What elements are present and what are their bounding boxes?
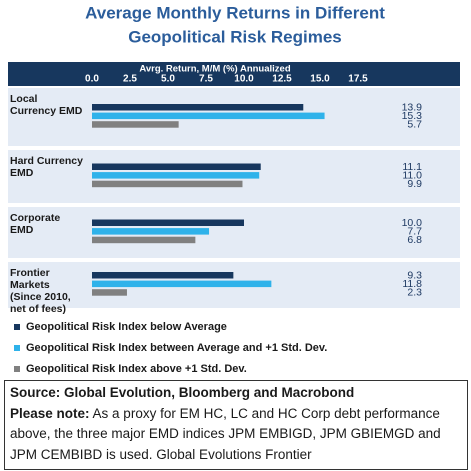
chart: Average Monthly Returns in Different Geo…: [8, 3, 460, 375]
axis-band: [8, 62, 460, 86]
bar: [92, 163, 261, 170]
value-label: 5.7: [407, 118, 422, 130]
value-label: 13.9: [402, 101, 423, 113]
x-tick-label: 7.5: [199, 74, 213, 85]
value-label: 2.3: [407, 286, 422, 298]
bar: [92, 289, 127, 296]
legend-label: Geopolitical Risk Index above +1 Std. De…: [26, 363, 247, 375]
chart-title-line: Geopolitical Risk Regimes: [128, 27, 342, 46]
value-label: 11.8: [402, 278, 422, 290]
legend-label: Geopolitical Risk Index below Average: [26, 321, 227, 333]
value-label: 10.0: [402, 217, 423, 229]
category-label: Corporate EMD: [10, 212, 61, 236]
value-label: 11.1: [402, 161, 422, 173]
value-label: 15.3: [402, 110, 423, 122]
category-label: Hard Currency EMD: [10, 155, 83, 179]
x-tick-label: 5.0: [161, 74, 175, 85]
bar: [92, 104, 304, 111]
value-label: 11.0: [402, 169, 422, 181]
source: Source: Global Evolution, Bloomberg and …: [10, 385, 355, 400]
bar: [92, 236, 196, 244]
value-label: 9.9: [407, 178, 422, 190]
x-tick-label: 2.5: [123, 74, 137, 85]
category-label: Local Currency EMD: [10, 93, 83, 117]
bar: [92, 219, 244, 226]
value-label: 9.3: [407, 269, 422, 281]
legend-label: Geopolitical Risk Index between Average …: [26, 342, 327, 354]
legend-swatch: [14, 345, 20, 351]
value-label: 6.8: [407, 234, 422, 246]
bar: [92, 121, 179, 128]
notes: Source: Global Evolution, Bloomberg and …: [4, 380, 468, 470]
bar: [92, 112, 325, 120]
value-label: 7.7: [407, 225, 422, 237]
bar: [92, 280, 272, 288]
x-tick-label: 15.0: [310, 74, 330, 85]
bar: [92, 228, 210, 235]
x-tick-label: 12.5: [272, 74, 292, 85]
x-tick-label: 0.0: [85, 74, 99, 85]
note: Please note: As a proxy for EM HC, LC an…: [10, 404, 462, 466]
row-background: [8, 207, 460, 258]
chart-title: Average Monthly Returns in Different: [85, 3, 385, 22]
note-label: Please note:: [10, 405, 90, 421]
note-text: As a proxy for EM HC, LC and HC Corp deb…: [10, 405, 441, 462]
bar: [92, 172, 260, 179]
x-tick-label: 17.5: [348, 74, 368, 85]
legend-swatch: [14, 366, 20, 372]
x-tick-label: 10.0: [234, 74, 254, 85]
bar: [92, 272, 234, 279]
category-label: Frontier Markets (Since 2010, net of fee…: [10, 267, 71, 315]
legend-swatch: [14, 324, 20, 330]
x-axis-label: Avrg. Return, M/M (%) Annualized: [139, 64, 290, 75]
bar: [92, 180, 243, 188]
